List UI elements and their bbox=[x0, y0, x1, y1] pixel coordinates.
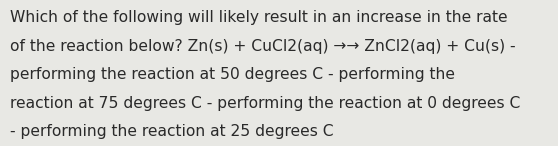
Text: - performing the reaction at 25 degrees C: - performing the reaction at 25 degrees … bbox=[10, 124, 334, 139]
Text: performing the reaction at 50 degrees C - performing the: performing the reaction at 50 degrees C … bbox=[10, 67, 455, 82]
Text: Which of the following will likely result in an increase in the rate: Which of the following will likely resul… bbox=[10, 10, 508, 25]
Text: of the reaction below? Zn(s) + CuCl2(aq) →→ ZnCl2(aq) + Cu(s) -: of the reaction below? Zn(s) + CuCl2(aq)… bbox=[10, 39, 516, 54]
Text: reaction at 75 degrees C - performing the reaction at 0 degrees C: reaction at 75 degrees C - performing th… bbox=[10, 96, 521, 111]
